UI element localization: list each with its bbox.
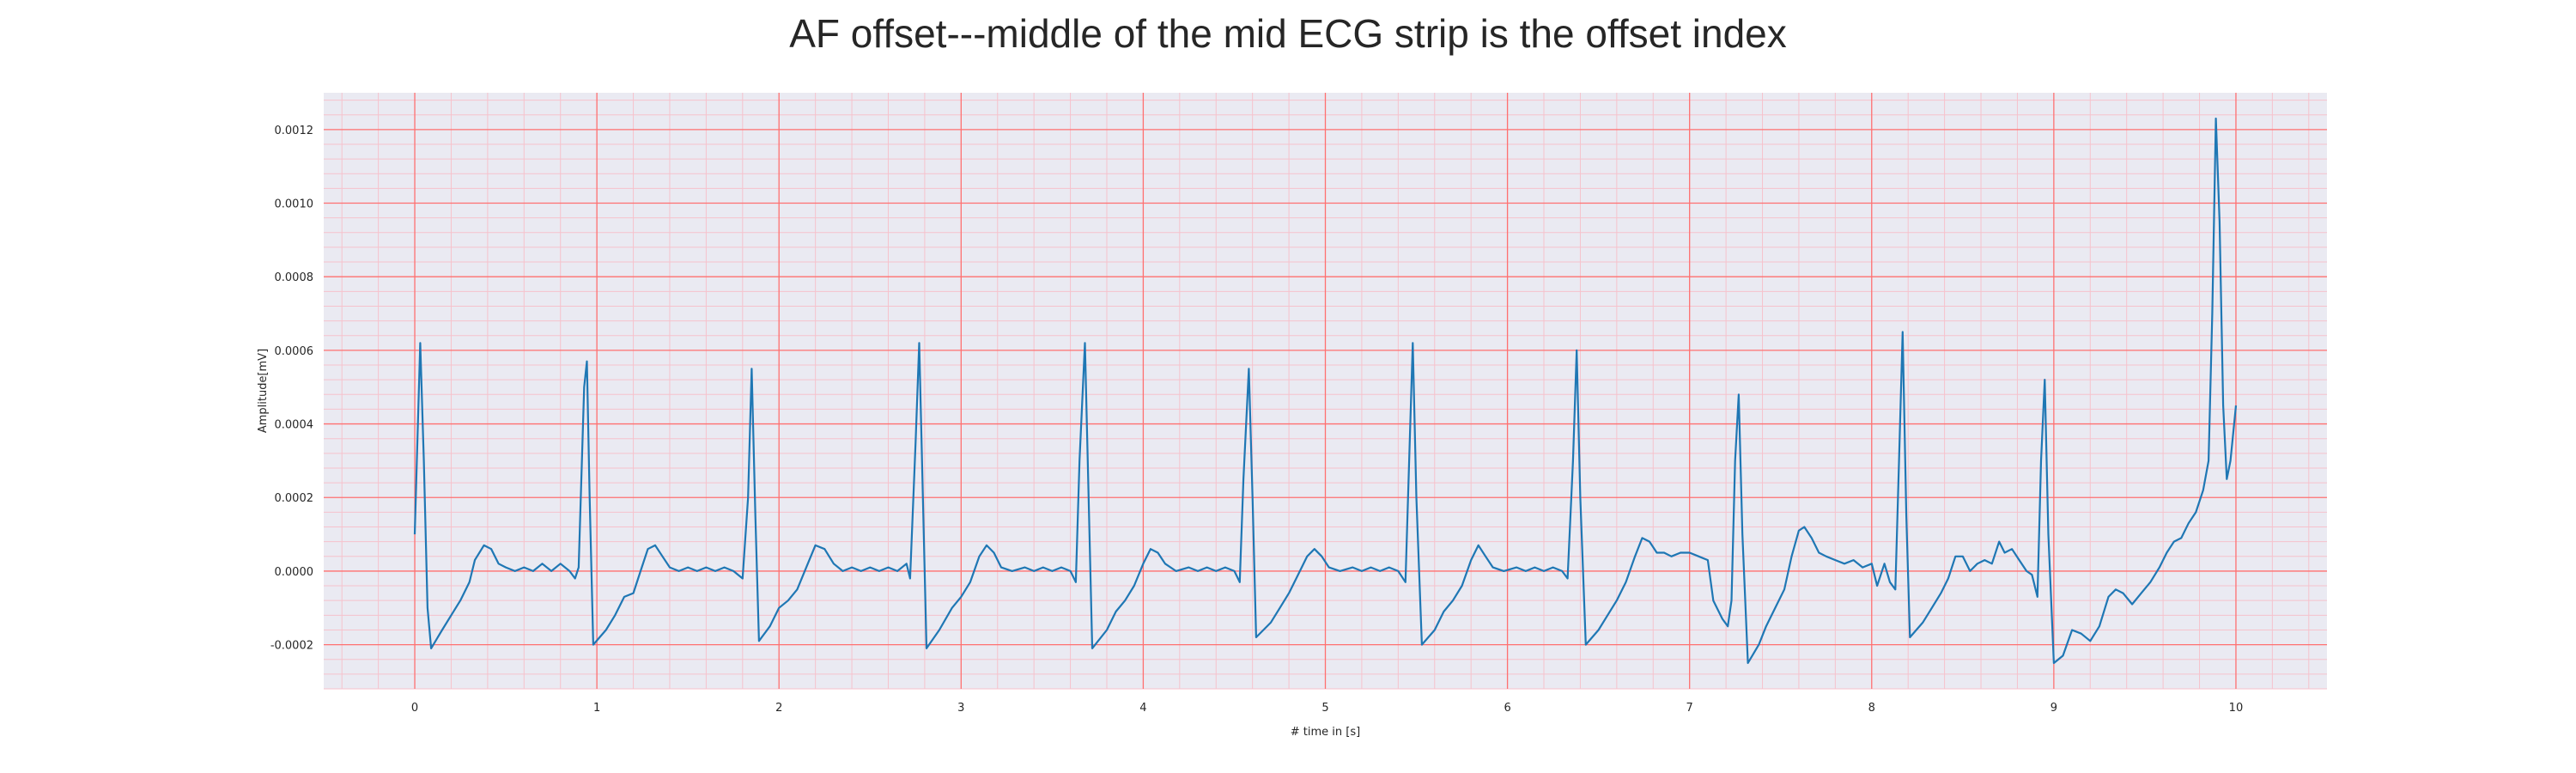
y-tick-label: 0.0004 bbox=[275, 419, 314, 432]
chart-title: AF offset---middle of the mid ECG strip … bbox=[789, 11, 1787, 56]
x-tick-label: 4 bbox=[1139, 702, 1146, 715]
y-axis-label: Amplitude[mV] bbox=[257, 349, 270, 433]
y-tick-label: 0.0012 bbox=[275, 125, 314, 137]
x-tick-label: 10 bbox=[2229, 702, 2244, 715]
x-tick-label: 2 bbox=[775, 702, 782, 715]
x-tick-label: 7 bbox=[1686, 702, 1693, 715]
x-tick-label: 9 bbox=[2050, 702, 2057, 715]
y-tick-label: -0.0002 bbox=[270, 640, 313, 653]
x-tick-label: 5 bbox=[1321, 702, 1328, 715]
x-tick-label: 0 bbox=[411, 702, 418, 715]
x-axis-label: # time in [s] bbox=[1291, 726, 1360, 739]
major-grid bbox=[324, 93, 2327, 689]
y-axis-ticks: -0.0002 0.0000 0.0002 0.0004 0.0006 0.0008 0.0… bbox=[270, 125, 313, 653]
ecg-series-line bbox=[413, 117, 2238, 665]
x-axis-ticks: 0 1 2 3 4 5 6 7 8 9 10 bbox=[411, 702, 2243, 715]
y-tick-label: 0.0008 bbox=[275, 271, 314, 284]
x-tick-label: 8 bbox=[1868, 702, 1875, 715]
y-tick-label: 0.0002 bbox=[275, 492, 314, 505]
x-tick-label: 1 bbox=[593, 702, 600, 715]
x-tick-label: 6 bbox=[1504, 702, 1510, 715]
y-tick-label: 0.0010 bbox=[275, 198, 314, 211]
x-tick-label: 3 bbox=[957, 702, 964, 715]
y-tick-label: 0.0000 bbox=[275, 566, 314, 579]
y-tick-label: 0.0006 bbox=[275, 345, 314, 358]
